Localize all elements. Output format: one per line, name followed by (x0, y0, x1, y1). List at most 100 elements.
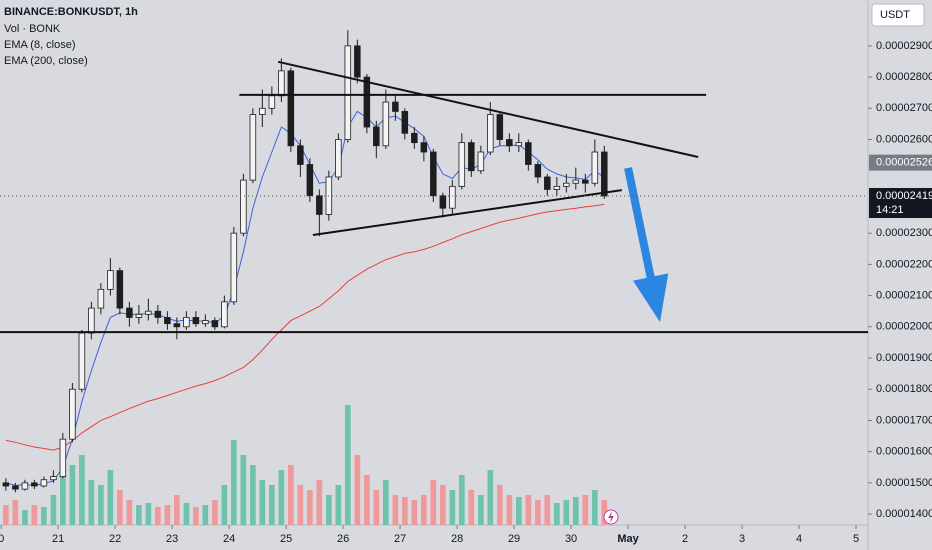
indicator-label: Vol · BONK (4, 23, 61, 35)
candle-body (430, 151, 437, 197)
volume-bar (458, 475, 465, 525)
indicator-label: EMA (8, close) (4, 39, 76, 51)
candle-body (563, 182, 570, 187)
candle-body (259, 107, 266, 115)
volume-bar (297, 485, 304, 525)
candle-body (69, 388, 76, 440)
volume-bar (240, 455, 247, 525)
x-tick-label: May (617, 533, 639, 545)
candle-body (306, 164, 314, 197)
candle-body (240, 179, 247, 234)
volume-bar (230, 440, 237, 525)
volume-bar (3, 505, 9, 525)
volume-bar (534, 500, 541, 525)
volume-bar (173, 495, 180, 525)
candle-body (183, 317, 190, 328)
chart-title: BINANCE:BONKUSDT, 1h (4, 6, 138, 18)
volume-bar (449, 490, 456, 525)
volume-bar (202, 505, 209, 525)
candle-body (544, 176, 551, 190)
event-icon-bolt (608, 511, 614, 523)
ema-line (5, 203, 605, 451)
volume-bar (50, 495, 57, 525)
x-tick-label: 4 (796, 533, 802, 545)
currency-button[interactable] (871, 3, 925, 27)
volume-bar (325, 495, 332, 525)
volume-bar (22, 510, 28, 525)
candle-body (221, 301, 228, 328)
volume-bar (145, 503, 152, 525)
candle-body (525, 142, 532, 165)
candle-body (192, 317, 200, 325)
candle-body (401, 111, 409, 134)
indicator-label: EMA (200, close) (4, 55, 88, 67)
volume-bar (287, 465, 294, 525)
y-tick-label: 0.00002300 (876, 227, 932, 239)
volume-bar (487, 470, 494, 525)
candle-body (97, 288, 105, 309)
candle-body (553, 185, 561, 190)
volume-bar (401, 497, 408, 525)
candle-body (515, 142, 523, 147)
candle-body (2, 482, 10, 487)
volume-bar (12, 500, 19, 525)
volume-bar (439, 485, 446, 525)
volume-bar (69, 465, 76, 525)
x-tick-label: 25 (280, 533, 292, 545)
y-tick-label: 0.00002600 (876, 133, 932, 145)
candle-body (468, 142, 475, 172)
x-tick-label: 21 (52, 533, 64, 545)
volume-bar (60, 475, 66, 525)
volume-bar (496, 485, 503, 525)
candle-body (496, 114, 504, 140)
y-tick-label: 0.00001500 (876, 477, 932, 489)
currency-label[interactable]: USDT (880, 9, 910, 21)
x-tick-label: 29 (508, 533, 520, 545)
x-tick-label: 23 (166, 533, 178, 545)
candle-body (392, 101, 399, 112)
volume-bar (316, 480, 323, 525)
volume-bar (344, 405, 351, 525)
volume-bar (307, 490, 313, 525)
candle-body (21, 482, 29, 490)
x-tick-label: 22 (109, 533, 121, 545)
volume-bar (506, 495, 513, 525)
candle-body (145, 310, 152, 315)
marked-price-label: 0.00002526 (876, 157, 932, 169)
candle-body (487, 114, 494, 153)
y-tick-label: 0.00001600 (876, 446, 932, 458)
y-tick-label: 0.00002800 (876, 71, 932, 83)
volume-bar (563, 500, 570, 525)
x-tick-label: 0 (0, 533, 4, 545)
candle-body (202, 320, 209, 325)
volume-bar (41, 507, 47, 525)
candle-body (572, 179, 580, 184)
y-tick-label: 0.00001400 (876, 508, 932, 520)
y-tick-label: 0.00002000 (876, 321, 932, 333)
candle-body (506, 139, 513, 147)
trendline (312, 189, 622, 237)
candle-body (354, 45, 361, 78)
trendline (277, 60, 699, 158)
countdown-label: 14:21 (876, 204, 904, 216)
volume-bar (269, 485, 275, 525)
candle-body (40, 479, 48, 487)
y-tick-label: 0.00002200 (876, 258, 932, 270)
candle-body (249, 114, 257, 181)
volume-bar (79, 455, 85, 525)
volume-bar (107, 470, 114, 525)
y-tick-label: 0.00002700 (876, 102, 932, 114)
volume-bar (193, 507, 199, 525)
volume-bar (382, 480, 389, 525)
candle-body (335, 139, 342, 178)
candle-body (439, 195, 447, 209)
volume-bar (155, 507, 161, 525)
candle-body (31, 482, 38, 487)
candle-body (116, 270, 124, 309)
volume-bar (88, 480, 95, 525)
y-tick-label: 0.00001700 (876, 414, 932, 426)
x-tick-label: 30 (565, 533, 577, 545)
candle-body (287, 70, 295, 147)
